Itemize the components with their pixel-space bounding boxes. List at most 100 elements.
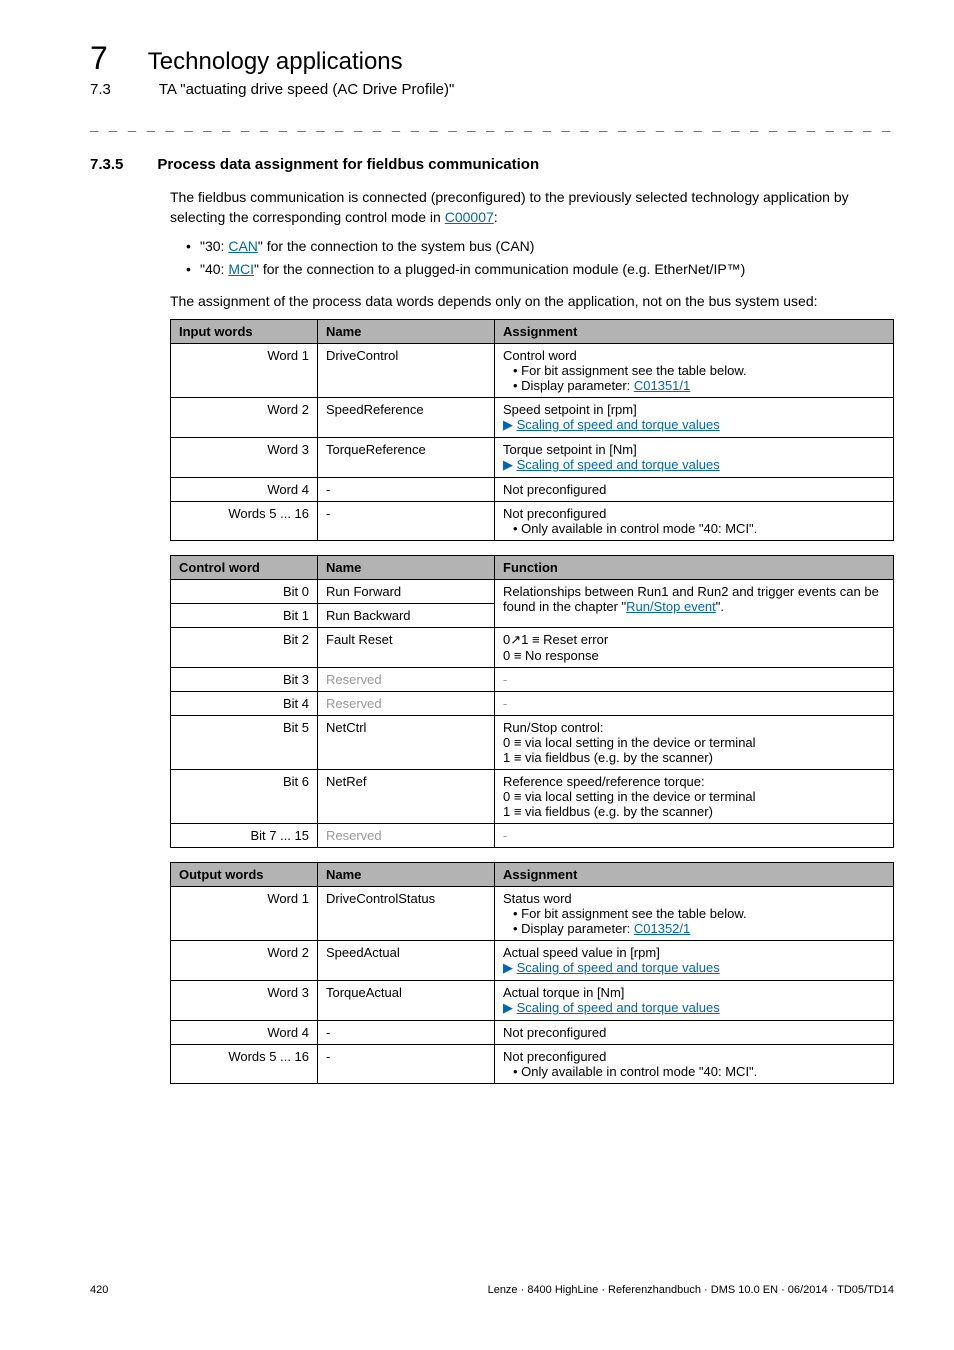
cell-name: Reserved [318,824,495,848]
link-mci[interactable]: MCI [228,261,254,277]
output-words-table: Output words Name Assignment Word 1 Driv… [170,862,894,1084]
cell-label: Word 1 [171,344,318,398]
section-number: 7.3.5 [90,156,123,173]
cell-sub: • For bit assignment see the table below… [503,906,885,921]
cell-assignment: Actual torque in [Nm] ▶ Scaling of speed… [495,981,894,1021]
cell-name: DriveControl [318,344,495,398]
table-row: Bit 0 Run Forward Relationships between … [171,580,894,604]
table-row: Word 1 DriveControlStatus Status word • … [171,887,894,941]
cell-label: Bit 4 [171,692,318,716]
subchapter-header: 7.3 TA "actuating drive speed (AC Drive … [90,81,894,98]
cell-name: - [318,1045,495,1084]
cell-assignment: Not preconfigured • Only available in co… [495,502,894,541]
cell-label: Bit 3 [171,668,318,692]
bullet1-a: "30: [200,238,228,254]
table-header-row: Output words Name Assignment [171,863,894,887]
table-row: Words 5 ... 16 - Not preconfigured • Onl… [171,1045,894,1084]
triangle-icon: ▶ [503,457,517,472]
cell-assignment: Speed setpoint in [rpm] ▶ Scaling of spe… [495,398,894,438]
cell-name: Reserved [318,692,495,716]
cell-assignment: Not preconfigured • Only available in co… [495,1045,894,1084]
cell-label: Bit 2 [171,628,318,668]
list-item: "30: CAN" for the connection to the syst… [186,236,894,258]
th-name: Name [318,863,495,887]
link-can[interactable]: CAN [228,238,258,254]
cell-name: - [318,478,495,502]
cell-label: Bit 7 ... 15 [171,824,318,848]
intro-paragraph: The fieldbus communication is connected … [170,187,894,228]
control-word-table: Control word Name Function Bit 0 Run For… [170,555,894,848]
cell-sub: • Only available in control mode "40: MC… [503,521,885,536]
link-c00007[interactable]: C00007 [445,209,494,225]
cell-label: Words 5 ... 16 [171,502,318,541]
link-c01352[interactable]: C01352/1 [634,921,690,936]
footer-info: Lenze · 8400 HighLine · Referenzhandbuch… [488,1284,894,1296]
link-scaling[interactable]: Scaling of speed and torque values [517,457,720,472]
th-name: Name [318,320,495,344]
table-row: Bit 7 ... 15 Reserved - [171,824,894,848]
cell-name: NetCtrl [318,716,495,770]
cell-label: Bit 5 [171,716,318,770]
list-item: "40: MCI" for the connection to a plugge… [186,259,894,281]
chapter-header: 7 Technology applications [90,40,894,77]
table-header-row: Input words Name Assignment [171,320,894,344]
link-scaling[interactable]: Scaling of speed and torque values [517,1000,720,1015]
th-output-words: Output words [171,863,318,887]
cell-label: Word 4 [171,478,318,502]
cell-label: Word 3 [171,438,318,478]
cell-line: 0 ≡ via local setting in the device or t… [503,789,756,804]
cell-function: Relationships between Run1 and Run2 and … [495,580,894,628]
subchapter-number: 7.3 [90,81,111,98]
cell-line: 0↗1 ≡ Reset error [503,632,608,647]
cell-name: SpeedActual [318,941,495,981]
page-footer: 420 Lenze · 8400 HighLine · Referenzhand… [90,1284,894,1296]
cell-line: 1 ≡ via fieldbus (e.g. by the scanner) [503,750,713,765]
cell-text: Torque setpoint in [Nm] [503,442,637,457]
mode-list: "30: CAN" for the connection to the syst… [186,236,894,281]
assignment-paragraph: The assignment of the process data words… [170,291,894,311]
th-assignment: Assignment [495,863,894,887]
cell-assignment: Torque setpoint in [Nm] ▶ Scaling of spe… [495,438,894,478]
cell-function: - [495,692,894,716]
link-scaling[interactable]: Scaling of speed and torque values [517,960,720,975]
cell-assignment: Not preconfigured [495,1021,894,1045]
cell-name: NetRef [318,770,495,824]
cell-name: Reserved [318,668,495,692]
input-words-table: Input words Name Assignment Word 1 Drive… [170,319,894,541]
cell-label: Word 3 [171,981,318,1021]
cell-line: Run/Stop control: [503,720,603,735]
cell-function: - [495,824,894,848]
cell-label: Word 4 [171,1021,318,1045]
page-number: 420 [90,1284,108,1296]
cell-sub: • Only available in control mode "40: MC… [503,1064,885,1079]
subchapter-title: TA "actuating drive speed (AC Drive Prof… [159,81,455,98]
table-row: Word 4 - Not preconfigured [171,478,894,502]
link-scaling[interactable]: Scaling of speed and torque values [517,417,720,432]
link-runstop[interactable]: Run/Stop event [626,599,716,614]
cell-assignment: Not preconfigured [495,478,894,502]
table-row: Word 3 TorqueActual Actual torque in [Nm… [171,981,894,1021]
link-c01351[interactable]: C01351/1 [634,378,690,393]
cell-function: Reference speed/reference torque: 0 ≡ vi… [495,770,894,824]
cell-label: Bit 6 [171,770,318,824]
cell-assignment: Control word • For bit assignment see th… [495,344,894,398]
cell-label: Word 2 [171,398,318,438]
bullet2-a: "40: [200,261,228,277]
table-row: Word 1 DriveControl Control word • For b… [171,344,894,398]
cell-text: Status word [503,891,572,906]
cell-name: TorqueReference [318,438,495,478]
th-control-word: Control word [171,556,318,580]
cell-sub-a: • Display parameter: [513,921,634,936]
cell-name: - [318,502,495,541]
cell-name: Run Backward [318,604,495,628]
triangle-icon: ▶ [503,417,517,432]
cell-label: Bit 0 [171,580,318,604]
table-row: Words 5 ... 16 - Not preconfigured • Onl… [171,502,894,541]
cell-assignment: Actual speed value in [rpm] ▶ Scaling of… [495,941,894,981]
cell-text: Actual speed value in [rpm] [503,945,660,960]
th-function: Function [495,556,894,580]
th-input-words: Input words [171,320,318,344]
separator-line: _ _ _ _ _ _ _ _ _ _ _ _ _ _ _ _ _ _ _ _ … [90,116,894,132]
triangle-icon: ▶ [503,1000,517,1015]
para1-text-a: The fieldbus communication is connected … [170,189,849,225]
